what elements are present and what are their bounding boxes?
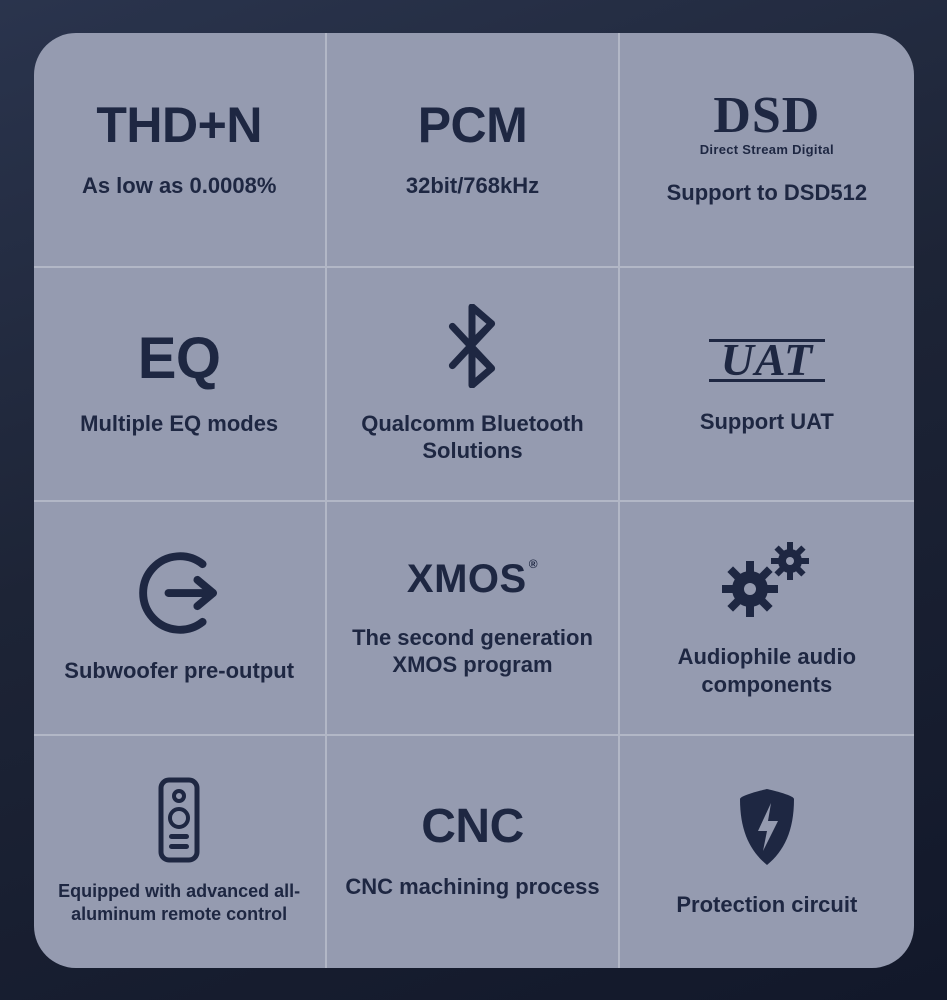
cell-subtitle: Audiophile audio components: [637, 643, 897, 698]
cell-subtitle: As low as 0.0008%: [82, 172, 276, 200]
cell-thdn: THD+N As low as 0.0008%: [34, 33, 327, 267]
cell-title: PCM: [418, 100, 528, 150]
cell-title-tag: Direct Stream Digital: [700, 142, 834, 157]
cell-eq: EQ Multiple EQ modes: [34, 266, 327, 500]
cell-protection: Protection circuit: [620, 734, 913, 968]
cell-sub-out: Subwoofer pre-output: [34, 500, 327, 734]
cell-xmos: XMOS® The second generation XMOS program: [327, 500, 620, 734]
cell-dsd: DSD Direct Stream Digital Support to DSD…: [620, 33, 913, 267]
cell-title: CNC: [421, 803, 524, 851]
cell-components: Audiophile audio components: [620, 500, 913, 734]
cell-bluetooth: Qualcomm Bluetooth Solutions: [327, 266, 620, 500]
cell-subtitle: Multiple EQ modes: [80, 410, 278, 438]
cell-subtitle: Support to DSD512: [667, 179, 867, 207]
cell-subtitle: 32bit/768kHz: [406, 172, 539, 200]
cell-remote: Equipped with advanced all-aluminum remo…: [34, 734, 327, 968]
cell-uat: UAT Support UAT: [620, 266, 913, 500]
shield-bolt-icon: [730, 785, 804, 869]
gears-icon: [712, 537, 822, 621]
cell-title: THD+N: [96, 100, 262, 150]
cell-title: EQ: [138, 330, 221, 388]
dsd-logo: DSD Direct Stream Digital: [700, 93, 834, 157]
cell-subtitle: Equipped with advanced all-aluminum remo…: [49, 880, 309, 925]
output-arrow-icon: [137, 551, 221, 635]
remote-icon: [153, 778, 205, 862]
uat-logo: UAT: [715, 333, 819, 386]
cell-cnc: CNC CNC machining process: [327, 734, 620, 968]
feature-grid-card: THD+N As low as 0.0008% PCM 32bit/768kHz…: [34, 33, 914, 968]
cell-subtitle: The second generation XMOS program: [342, 624, 602, 679]
xmos-logo: XMOS®: [407, 557, 538, 602]
cell-subtitle: Support UAT: [700, 408, 834, 436]
cell-subtitle: Subwoofer pre-output: [64, 657, 294, 685]
bluetooth-icon: [444, 304, 500, 388]
cell-subtitle: Qualcomm Bluetooth Solutions: [342, 410, 602, 465]
cell-subtitle: Protection circuit: [676, 891, 857, 919]
cell-title: DSD: [713, 93, 820, 140]
cell-pcm: PCM 32bit/768kHz: [327, 33, 620, 267]
cell-subtitle: CNC machining process: [345, 873, 599, 901]
